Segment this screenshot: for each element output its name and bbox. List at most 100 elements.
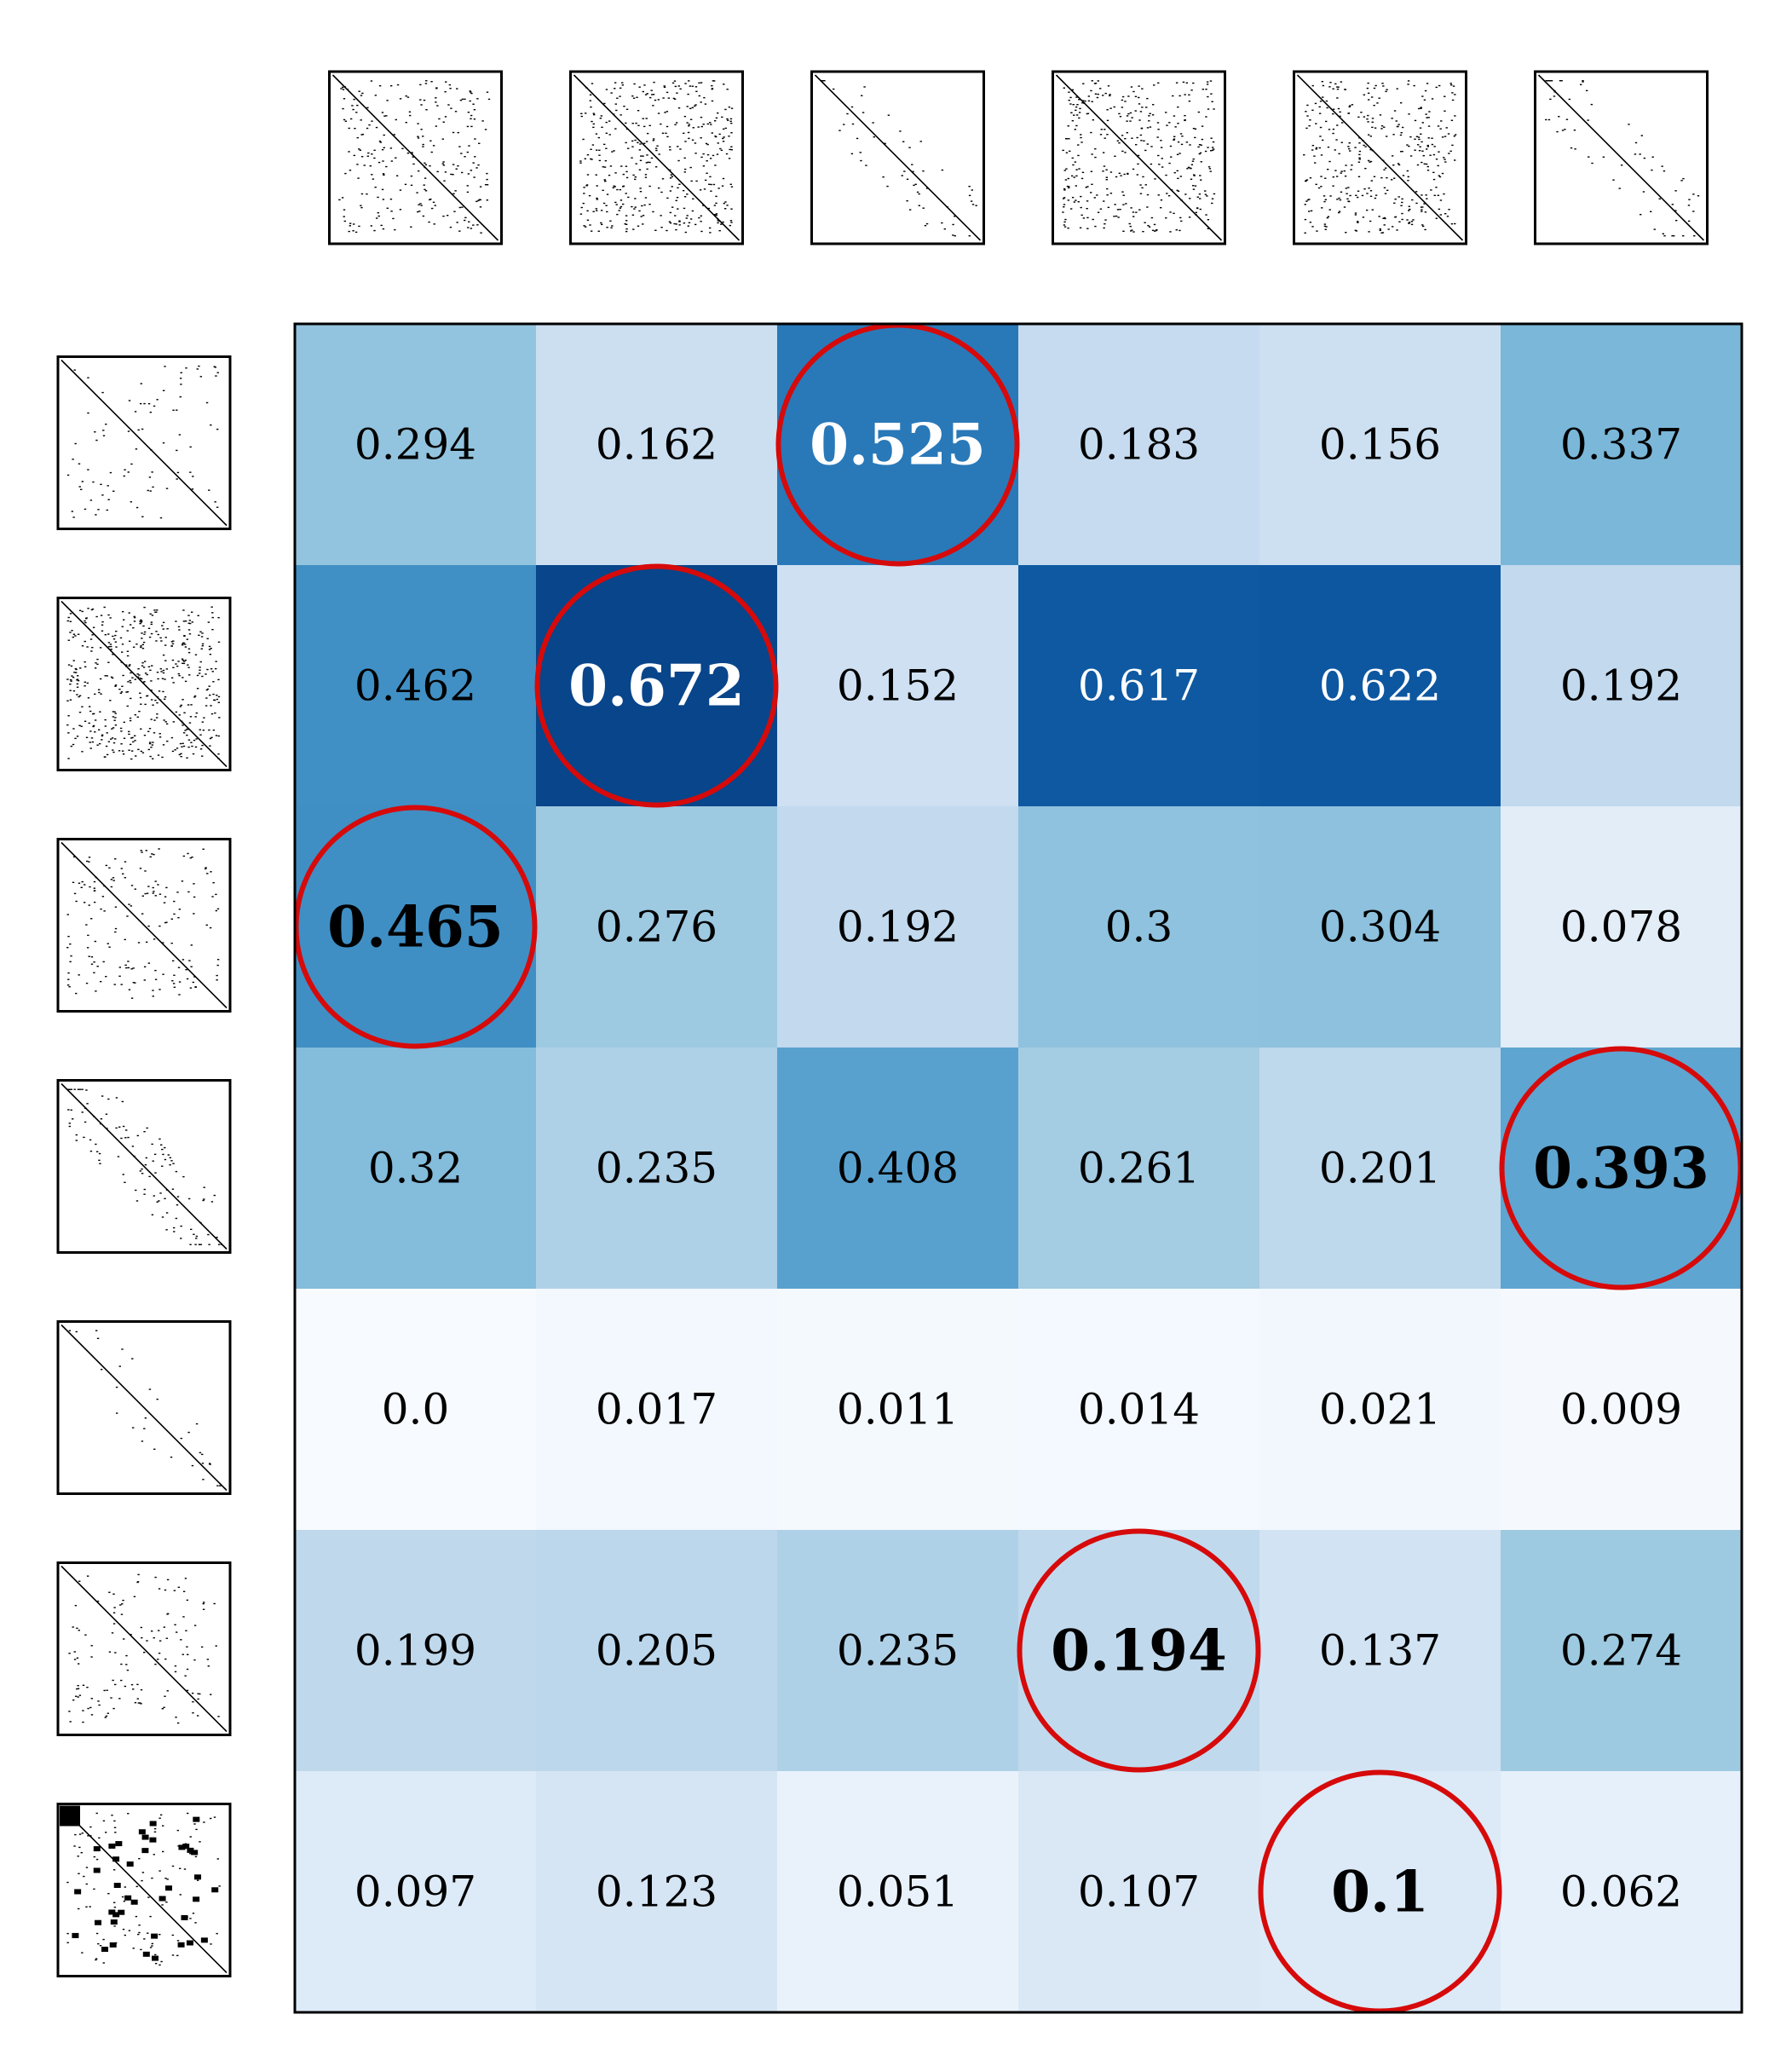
heatmap-cell <box>295 1771 536 2012</box>
heatmap-cell <box>777 1771 1018 2012</box>
heatmap-cell <box>1259 1771 1501 2012</box>
cell-value-label: 0.017 <box>596 1385 717 1434</box>
heatmap-cell <box>1259 1289 1501 1530</box>
column-thumbnails <box>328 70 1709 245</box>
sparse-matrix-thumbnail <box>1534 70 1709 245</box>
heatmap-cell <box>1259 565 1501 806</box>
sparse-matrix-thumbnail <box>56 1561 232 1736</box>
cell-value-label: 0.3 <box>1105 903 1173 952</box>
cell-value-label: 0.617 <box>1078 661 1200 711</box>
heatmap-cell <box>1501 1530 1742 1771</box>
heatmap-cell <box>1018 1048 1259 1289</box>
heatmap-cell <box>1259 1048 1501 1289</box>
cell-value-label: 0.201 <box>1319 1144 1441 1193</box>
cell-value-label: 0.294 <box>354 420 476 470</box>
heatmap-cell <box>1259 806 1501 1048</box>
cell-value-label: 0.078 <box>1560 903 1682 952</box>
cell-value-label: 0.192 <box>837 903 959 952</box>
cell-value-label: 0.123 <box>596 1867 717 1917</box>
heatmap-cell <box>777 1530 1018 1771</box>
cell-value-label: 0.009 <box>1560 1385 1682 1434</box>
cell-value-label: 0.205 <box>596 1626 717 1676</box>
cell-value-label: 0.097 <box>354 1867 476 1917</box>
heatmap-cell <box>536 1771 777 2012</box>
heatmap-cell <box>536 1530 777 1771</box>
cell-value-label: 0.021 <box>1319 1385 1441 1434</box>
heatmap-cell <box>1501 806 1742 1048</box>
heatmap-cell <box>295 1048 536 1289</box>
heatmap-cell <box>1018 1530 1259 1771</box>
heatmap-cell <box>1501 1289 1742 1530</box>
cell-value-label: 0.183 <box>1078 420 1200 470</box>
cell-value-label: 0.162 <box>596 420 717 470</box>
heatmap-cell <box>295 1530 536 1771</box>
heatmap-cell <box>1501 1771 1742 2012</box>
cell-value-label: 0.137 <box>1319 1626 1441 1676</box>
heatmap-cell <box>1259 324 1501 565</box>
cell-value-label: 0.462 <box>354 661 476 711</box>
cell-value-label: 0.337 <box>1560 420 1682 470</box>
cell-value-label: 0.622 <box>1319 661 1441 711</box>
cell-value-label: 0.525 <box>810 412 986 478</box>
cell-value-label: 0.235 <box>837 1626 959 1676</box>
heatmap-cell <box>536 806 777 1048</box>
sparse-matrix-thumbnail <box>56 838 232 1013</box>
sparse-matrix-thumbnail <box>1293 70 1467 245</box>
heatmap-frame <box>293 322 1743 2014</box>
heatmap-cell <box>536 1289 777 1530</box>
cell-value-label: 0.156 <box>1319 420 1441 470</box>
sparse-matrix-thumbnail <box>56 1079 232 1254</box>
heatmap-cell <box>777 806 1018 1048</box>
sparse-matrix-thumbnail <box>56 1320 232 1495</box>
sparse-matrix-thumbnail <box>569 70 744 245</box>
cell-value-label: 0.011 <box>837 1385 959 1434</box>
sparse-matrix-thumbnail <box>56 597 232 771</box>
cell-value-label: 0.1 <box>1331 1859 1429 1925</box>
cell-value-label: 0.276 <box>596 903 717 952</box>
cell-value-label: 0.014 <box>1078 1385 1200 1434</box>
sparse-matrix-thumbnail <box>56 1803 232 1977</box>
heatmap-cell <box>1501 565 1742 806</box>
heatmap-cell <box>295 565 536 806</box>
cell-value-label: 0.235 <box>596 1144 717 1193</box>
cell-value-label: 0.0 <box>382 1385 450 1434</box>
heatmap-cell <box>295 806 536 1048</box>
highlight-circle <box>534 563 779 808</box>
cell-value-label: 0.261 <box>1078 1144 1200 1193</box>
cell-value-label: 0.192 <box>1560 661 1682 711</box>
highlight-circle <box>1017 1528 1261 1773</box>
heatmap-cell <box>1018 565 1259 806</box>
row-thumbnails <box>56 355 232 1977</box>
cell-value-label: 0.32 <box>368 1144 463 1193</box>
cell-value-label: 0.152 <box>837 661 959 711</box>
heatmap-labels: 0.294 0.162 0.525 0.183 0.156 0.337 0.462 0.672… <box>327 412 1709 1925</box>
heatmap-cell <box>777 565 1018 806</box>
heatmap-cell <box>295 324 536 565</box>
heatmap-cell <box>777 1289 1018 1530</box>
heatmap-cell <box>295 1289 536 1530</box>
heatmap-cell <box>1018 806 1259 1048</box>
cell-value-label: 0.408 <box>837 1144 959 1193</box>
heatmap-cell <box>1018 1289 1259 1530</box>
sparse-matrix-thumbnail <box>1052 70 1226 245</box>
cell-value-label: 0.051 <box>837 1867 959 1917</box>
heatmap-cell <box>536 565 777 806</box>
cell-value-label: 0.465 <box>327 894 504 961</box>
cell-value-label: 0.107 <box>1078 1867 1200 1917</box>
cell-value-label: 0.062 <box>1560 1867 1682 1917</box>
sparse-matrix-thumbnail <box>56 355 232 530</box>
heatmap-cell <box>1018 324 1259 565</box>
heatmap-cell <box>1259 1530 1501 1771</box>
cell-value-label: 0.194 <box>1051 1618 1227 1684</box>
heatmap-cell <box>777 324 1018 565</box>
cell-value-label: 0.393 <box>1533 1135 1709 1202</box>
sparse-matrix-thumbnail <box>810 70 985 245</box>
cell-value-label: 0.199 <box>354 1626 476 1676</box>
heatmap-cell <box>536 324 777 565</box>
cell-value-label: 0.304 <box>1319 903 1441 952</box>
cell-value-label: 0.672 <box>568 653 745 719</box>
sparse-matrix-thumbnail <box>328 70 503 245</box>
heatmap-cell <box>1501 1048 1742 1289</box>
heatmap-cell <box>1501 324 1742 565</box>
